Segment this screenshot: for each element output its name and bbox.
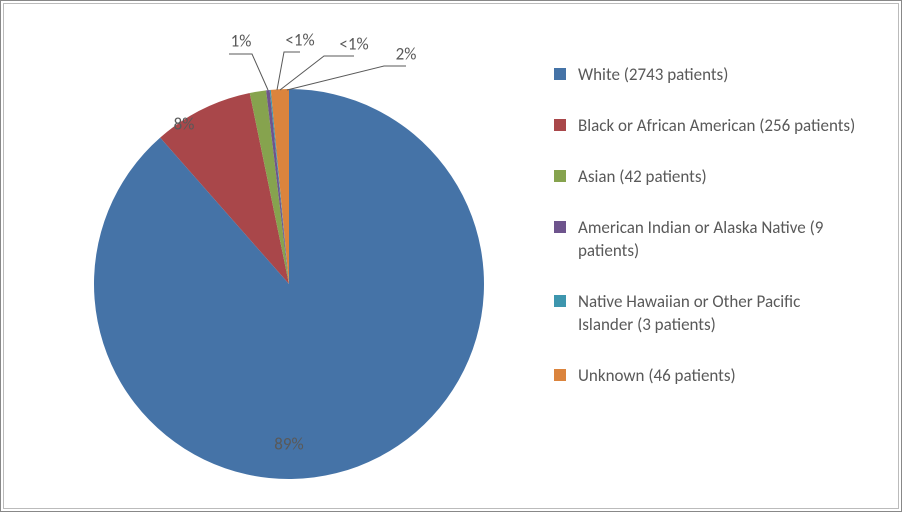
- legend-text-black-or-african-american: Black or African American (256 patients): [578, 115, 855, 138]
- legend-text-asian: Asian (42 patients): [578, 166, 707, 189]
- legend-swatch-unknown: [554, 369, 566, 381]
- pie-slices: [94, 89, 484, 479]
- legend-text-native-hawaiian-pacific-islander: Native Hawaiian or Other Pacific Islande…: [578, 291, 858, 337]
- legend-text-white: White (2743 patients): [578, 64, 728, 87]
- legend-text-unknown: Unknown (46 patients): [578, 365, 736, 388]
- legend-item-asian: Asian (42 patients): [554, 166, 878, 189]
- legend-item-black-or-african-american: Black or African American (256 patients): [554, 115, 878, 138]
- slice-white: [94, 89, 484, 479]
- chart-container: 89% 8% 1% <1% <1% 2% White (2743 patients) Bl…: [0, 0, 902, 512]
- legend-text-american-indian-alaska-native: American Indian or Alaska Native (9 pati…: [578, 217, 858, 263]
- pie-area: 89% 8% 1% <1% <1% 2%: [4, 4, 544, 508]
- legend-swatch-asian: [554, 170, 566, 182]
- leader-native-hawaiian-pacific-islander: [280, 56, 354, 90]
- slice-label-unknown: 2%: [396, 44, 417, 65]
- legend-swatch-white: [554, 68, 566, 80]
- legend-item-native-hawaiian-pacific-islander: Native Hawaiian or Other Pacific Islande…: [554, 291, 878, 337]
- legend-item-unknown: Unknown (46 patients): [554, 365, 878, 388]
- legend-item-american-indian-alaska-native: American Indian or Alaska Native (9 pati…: [554, 217, 878, 263]
- leader-unknown: [287, 66, 406, 90]
- slice-label-native-hawaiian-pacific-islander: <1%: [339, 34, 368, 55]
- slice-label-asian: 1%: [231, 31, 252, 52]
- legend-area: White (2743 patients) Black or African A…: [544, 4, 898, 508]
- leader-asian: [229, 54, 268, 90]
- slice-label-white: 89%: [274, 434, 303, 455]
- slice-label-black-or-african-american: 8%: [174, 114, 195, 135]
- legend-item-white: White (2743 patients): [554, 64, 878, 87]
- slice-label-american-indian-alaska-native: <1%: [285, 30, 314, 51]
- legend-swatch-black-or-african-american: [554, 119, 566, 131]
- chart-inner: 89% 8% 1% <1% <1% 2% White (2743 patients) Bl…: [3, 3, 899, 509]
- leader-american-indian-alaska-native: [277, 52, 300, 90]
- leader-lines: [229, 52, 406, 90]
- legend-swatch-american-indian-alaska-native: [554, 221, 566, 233]
- legend-swatch-native-hawaiian-pacific-islander: [554, 295, 566, 307]
